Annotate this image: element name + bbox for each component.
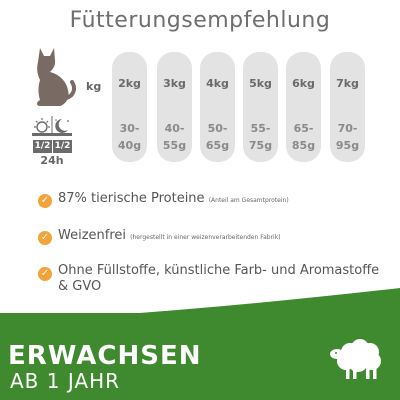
feeding-column: 4kg 50- 65g — [200, 52, 235, 162]
feeding-column: 3kg 40- 55g — [157, 52, 192, 162]
weight-value: 5kg — [249, 77, 272, 90]
weight-value: 4kg — [206, 77, 229, 90]
feeding-column: 2kg 30- 40g — [112, 52, 147, 162]
feature-item: Ohne Füllstoffe, künstliche Farb- und Ar… — [58, 263, 380, 294]
gram-range: 30- 40g — [117, 122, 142, 152]
daily-label: 24h — [40, 154, 64, 167]
page-title: Fütterungsempfehlung — [69, 8, 331, 33]
sun-moon-icon — [32, 116, 72, 136]
banner-title: ERWACHSEN — [8, 341, 202, 371]
checkmark-icon: ✓ — [38, 194, 52, 208]
weight-value: 7kg — [336, 77, 359, 90]
weight-value: 3kg — [163, 77, 186, 90]
feature-item: Weizenfrei (hergestellt in einer weizenv… — [58, 228, 281, 243]
gram-range: 65- 85g — [291, 122, 316, 152]
gram-range: 40- 55g — [162, 122, 187, 152]
weight-value: 6kg — [292, 77, 315, 90]
sheep-icon — [330, 339, 381, 379]
feeding-column: 5kg 55- 75g — [243, 52, 278, 162]
feeding-column: 7kg 70- 95g — [330, 52, 365, 162]
morning-half: 1/2 — [33, 140, 52, 153]
feeding-column: 6kg 65- 85g — [286, 52, 321, 162]
evening-half: 1/2 — [53, 140, 72, 153]
checkmark-icon: ✓ — [38, 267, 52, 281]
checkmark-icon: ✓ — [38, 231, 52, 245]
gram-range: 50- 65g — [205, 122, 230, 152]
gram-range: 70- 95g — [335, 122, 360, 152]
cat-icon — [37, 48, 76, 106]
kg-label: kg — [86, 80, 102, 93]
gram-range: 55- 75g — [248, 122, 273, 152]
banner-subtitle: AB 1 JAHR — [10, 369, 121, 393]
feature-item: 87% tierische Proteine (Anteil am Gesamt… — [58, 191, 289, 206]
weight-value: 2kg — [118, 77, 141, 90]
